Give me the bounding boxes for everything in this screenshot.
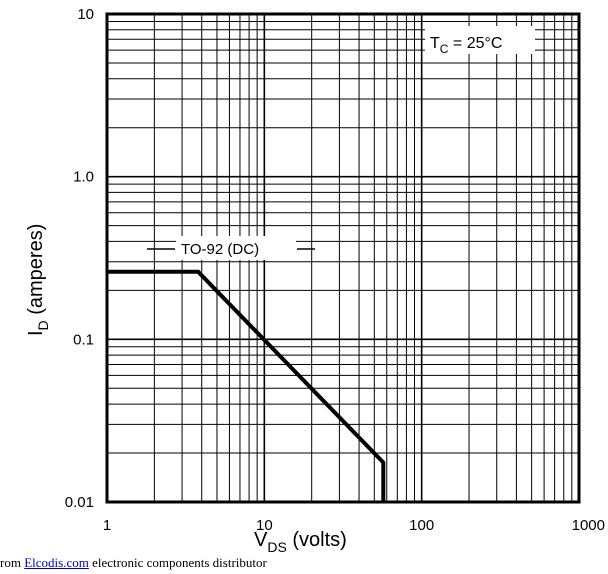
annotation-tc: TC = 25°C	[425, 26, 535, 56]
y-tick-label: 1.0	[73, 169, 94, 186]
plot-frame	[105, 12, 581, 504]
annotation-series: TO-92 (DC)	[147, 236, 315, 260]
footer-text-after: electronic components distributor	[88, 555, 267, 570]
x-axis-label-sub: DS	[267, 539, 286, 553]
x-axis-label-rest: (volts)	[287, 529, 347, 551]
soa-chart: 1 10 100 1000 10 1.0 0.1 0.01 TC = 25°C TO-92 (…	[25, 6, 605, 553]
y-axis-label-sub: D	[35, 320, 51, 330]
x-tick-label: 1	[103, 517, 111, 534]
annotation-tc-rest: = 25°C	[448, 35, 502, 52]
source-footer: rom Elcodis.com electronic components di…	[0, 555, 267, 574]
x-tick-label: 10	[256, 517, 273, 534]
svg-text:TC = 25°C: TC = 25°C	[430, 35, 502, 56]
y-tick-label: 0.01	[65, 494, 94, 511]
annotation-tc-main: T	[430, 35, 440, 52]
annotation-series-label: TO-92 (DC)	[181, 241, 259, 258]
tick-labels: 1 10 100 1000 10 1.0 0.1 0.01	[65, 6, 605, 534]
x-axis-label-main: V	[254, 529, 268, 551]
y-axis-label-main: I	[25, 330, 47, 336]
y-axis-label-rest: (amperes)	[25, 224, 47, 321]
chart-grid	[107, 14, 579, 502]
series-line-to92-dc	[107, 269, 386, 502]
x-axis-label: VDS (volts)	[254, 529, 347, 553]
y-tick-label: 10	[77, 6, 94, 23]
x-tick-label: 1000	[572, 517, 605, 534]
y-axis-label: ID (amperes)	[25, 224, 51, 336]
annotation-tc-sub: C	[440, 42, 449, 56]
footer-text-before: rom	[0, 555, 25, 570]
elcodis-link[interactable]: Elcodis.com	[24, 555, 89, 570]
x-tick-label: 100	[409, 517, 434, 534]
y-tick-label: 0.1	[73, 331, 94, 348]
